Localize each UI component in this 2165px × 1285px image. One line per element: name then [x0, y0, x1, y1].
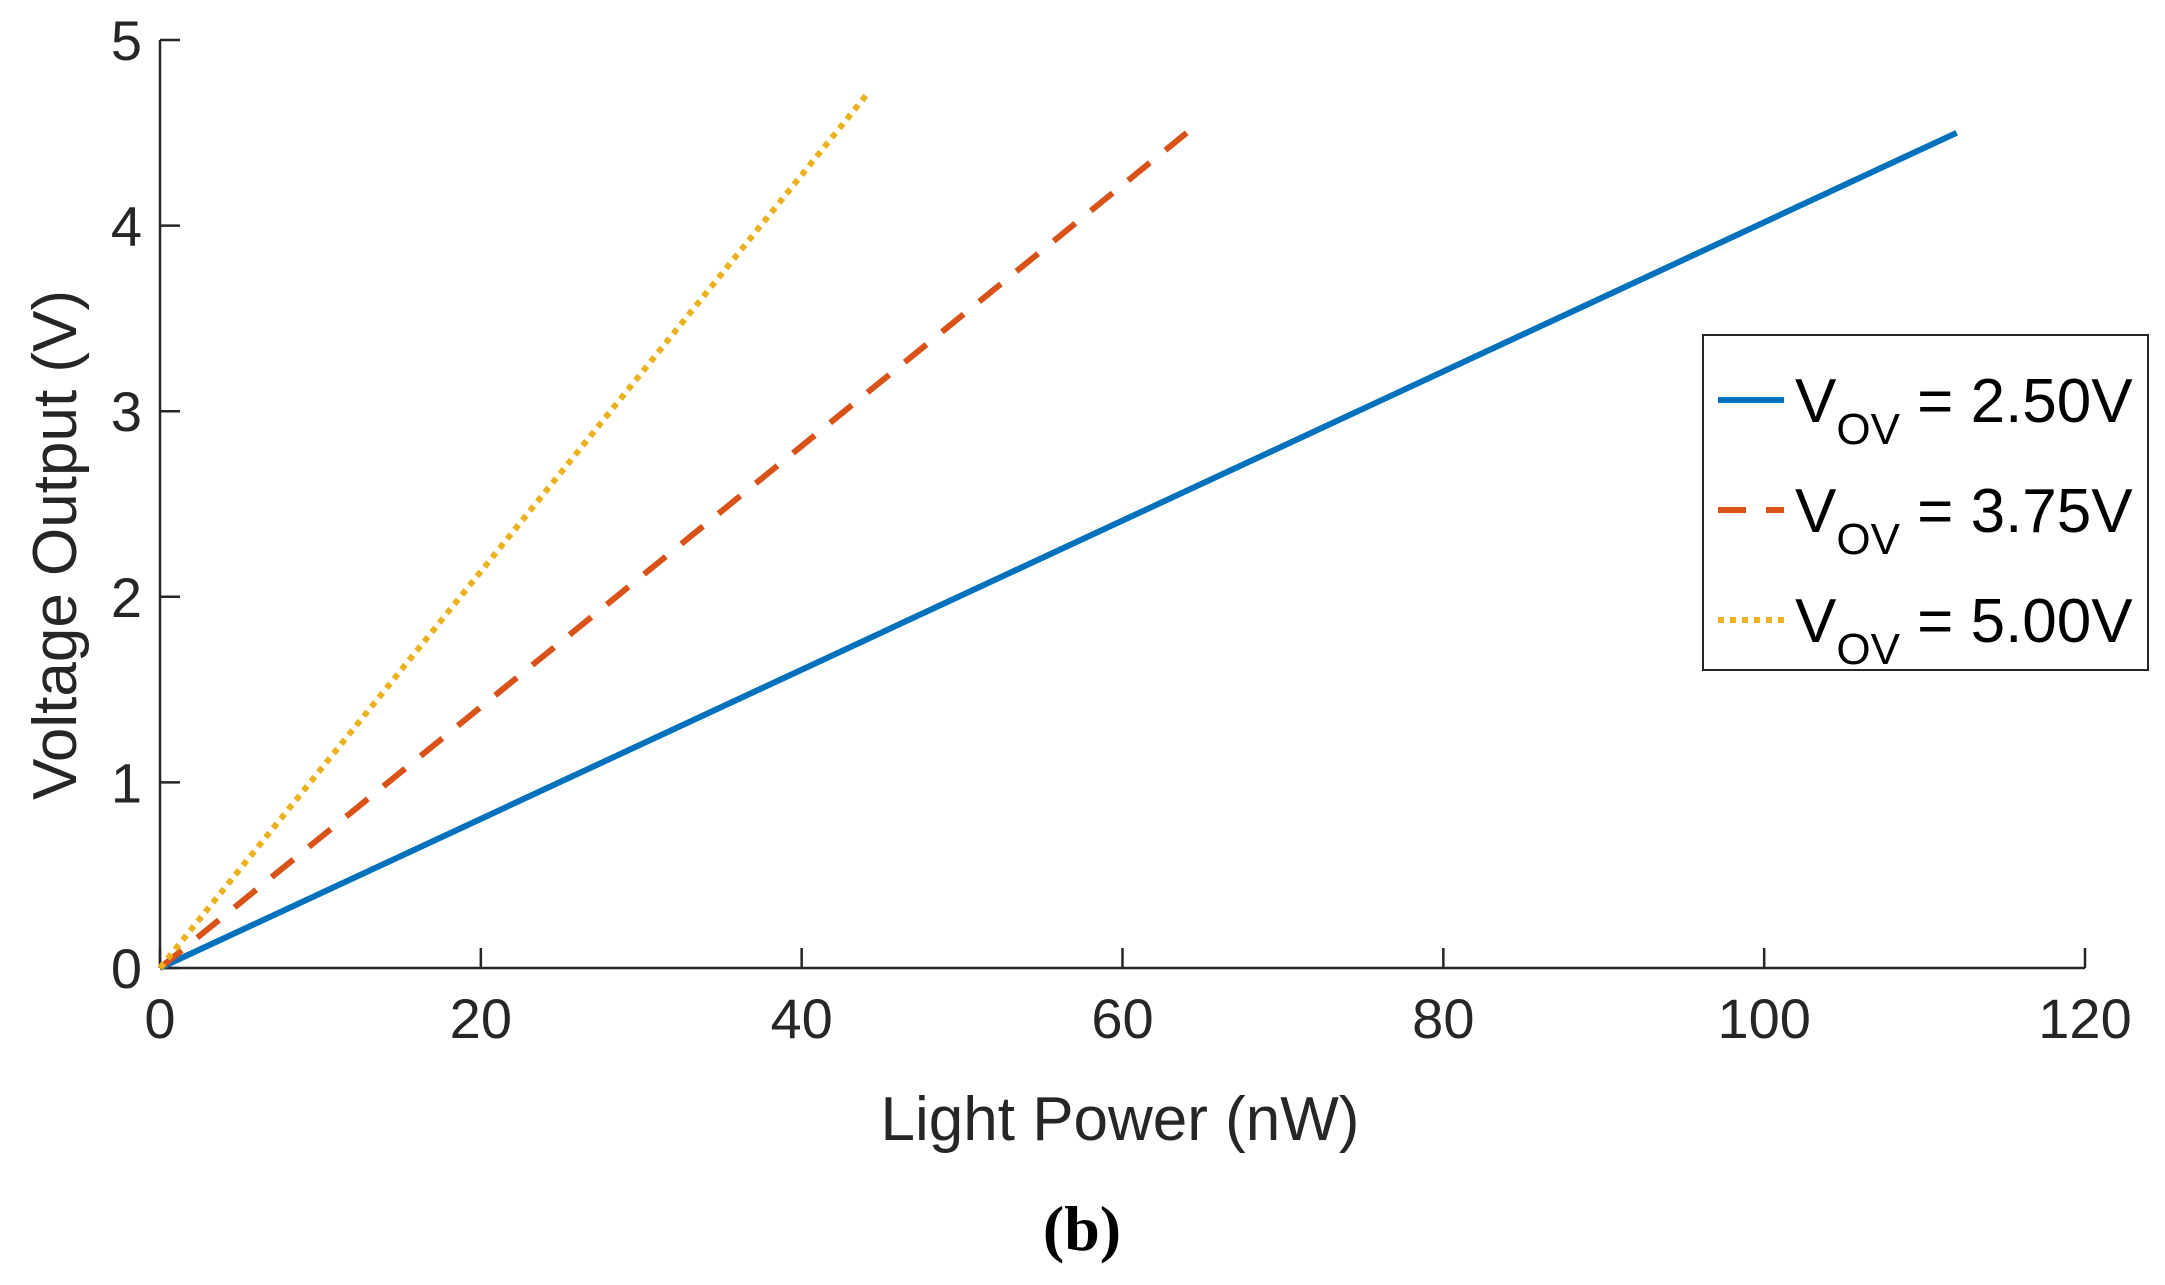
y-tick-label: 3 — [111, 380, 142, 443]
y-tick-label: 1 — [111, 751, 142, 814]
x-tick-label: 20 — [450, 987, 512, 1050]
figure-caption: (b) — [1043, 1193, 1121, 1264]
legend-main: V — [1795, 477, 1837, 546]
legend-box — [1702, 334, 2149, 671]
legend-main: V — [1795, 587, 1837, 656]
y-tick-label: 4 — [111, 195, 142, 258]
y-tick-label: 0 — [111, 937, 142, 1000]
x-tick-label: 100 — [1717, 987, 1810, 1050]
y-axis-title: Voltage Output (V) — [21, 290, 90, 800]
legend-value: = 5.00V — [1900, 587, 2133, 656]
legend-label-3: VOV = 5.00V — [1795, 587, 2133, 674]
y-tick-label: 2 — [111, 566, 142, 629]
legend-subscript: OV — [1836, 515, 1900, 564]
x-tick-label: 120 — [2038, 987, 2131, 1050]
series-line-2 — [158, 130, 1189, 971]
legend-subscript: OV — [1836, 405, 1900, 454]
series-lines — [157, 93, 1958, 971]
x-tick-label: 60 — [1091, 987, 1153, 1050]
legend-value: = 2.50V — [1900, 367, 2133, 436]
x-tick-label: 0 — [144, 987, 175, 1050]
series-line-1 — [158, 130, 1958, 971]
legend-label-1: VOV = 2.50V — [1795, 367, 2133, 454]
y-tick-label: 5 — [111, 9, 142, 72]
x-tick-label: 40 — [771, 987, 833, 1050]
ticks: 0 20 40 60 80 100 120 0 1 2 3 4 5 — [111, 9, 2132, 1050]
series-line-3 — [157, 93, 869, 970]
x-axis-title: Light Power (nW) — [881, 1085, 1360, 1154]
legend-main: V — [1795, 367, 1837, 436]
legend-label-2: VOV = 3.75V — [1795, 477, 2133, 564]
legend-value: = 3.75V — [1900, 477, 2133, 546]
x-tick-label: 80 — [1412, 987, 1474, 1050]
legend-subscript: OV — [1836, 625, 1900, 674]
